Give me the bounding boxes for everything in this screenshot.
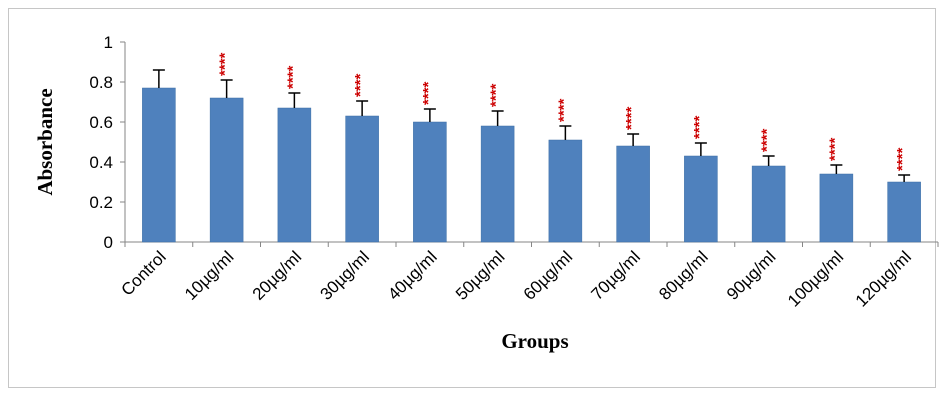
bar bbox=[887, 181, 921, 243]
bar bbox=[277, 107, 312, 243]
y-tick-label: 0.4 bbox=[89, 153, 113, 172]
bars bbox=[142, 87, 921, 243]
significance-marker: **** bbox=[894, 147, 911, 171]
significance-marker: **** bbox=[352, 73, 369, 97]
x-category-label: 80µg/ml bbox=[655, 247, 711, 303]
bar bbox=[142, 87, 176, 243]
x-category-label: 90µg/ml bbox=[723, 247, 779, 303]
y-ticks: 0 0.2 0.4 0.6 0.8 1 bbox=[89, 33, 939, 252]
significance-marker: **** bbox=[826, 137, 843, 161]
x-category-label: 50µg/ml bbox=[452, 247, 508, 303]
y-tick-label: 0 bbox=[104, 233, 113, 252]
x-category-label: 10µg/ml bbox=[181, 247, 237, 303]
significance-marker: **** bbox=[759, 128, 776, 152]
significance-marker: **** bbox=[488, 83, 505, 107]
bar bbox=[209, 97, 244, 243]
bar bbox=[684, 155, 718, 243]
x-axis-title: Groups bbox=[501, 329, 568, 353]
bar bbox=[345, 115, 379, 243]
y-tick-label: 0.6 bbox=[89, 113, 113, 132]
axes bbox=[124, 42, 938, 243]
significance-markers: **** **** **** **** **** **** **** **** **** ****… bbox=[217, 52, 912, 171]
x-category-label: 40µg/ml bbox=[384, 247, 440, 303]
x-category-label: Control bbox=[118, 247, 170, 299]
x-category-label: 60µg/ml bbox=[520, 247, 576, 303]
bar bbox=[616, 145, 650, 243]
x-category-label: 20µg/ml bbox=[249, 247, 305, 303]
bar bbox=[751, 165, 786, 243]
significance-marker: **** bbox=[691, 115, 708, 139]
bar bbox=[548, 139, 583, 243]
significance-marker: **** bbox=[284, 65, 301, 89]
y-tick-label: 0.8 bbox=[89, 73, 113, 92]
bar bbox=[819, 173, 854, 243]
error-bars bbox=[152, 69, 911, 182]
y-tick-label: 1 bbox=[104, 33, 113, 52]
significance-marker: **** bbox=[555, 98, 572, 122]
bar bbox=[413, 121, 447, 243]
x-category-label: 70µg/ml bbox=[588, 247, 644, 303]
x-category-labels: Control 10µg/ml 20µg/ml 30µg/ml 40µg/ml 50µg/… bbox=[118, 247, 915, 310]
significance-marker: **** bbox=[217, 52, 234, 76]
x-category-label: 100µg/ml bbox=[784, 247, 847, 310]
bar bbox=[480, 125, 515, 243]
significance-marker: **** bbox=[623, 106, 640, 130]
x-category-label: 120µg/ml bbox=[852, 247, 915, 310]
x-category-label: 30µg/ml bbox=[317, 247, 373, 303]
y-tick-label: 0.2 bbox=[89, 193, 113, 212]
y-axis-title: Absorbance bbox=[33, 88, 57, 195]
significance-marker: **** bbox=[420, 81, 437, 105]
